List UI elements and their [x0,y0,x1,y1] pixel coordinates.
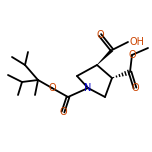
Text: N: N [84,83,92,93]
Text: O: O [48,83,56,93]
Text: O: O [128,50,136,60]
Text: O: O [59,107,67,117]
Polygon shape [97,49,113,65]
Text: O: O [96,30,104,40]
Text: O: O [131,83,139,93]
Text: OH: OH [130,37,145,47]
